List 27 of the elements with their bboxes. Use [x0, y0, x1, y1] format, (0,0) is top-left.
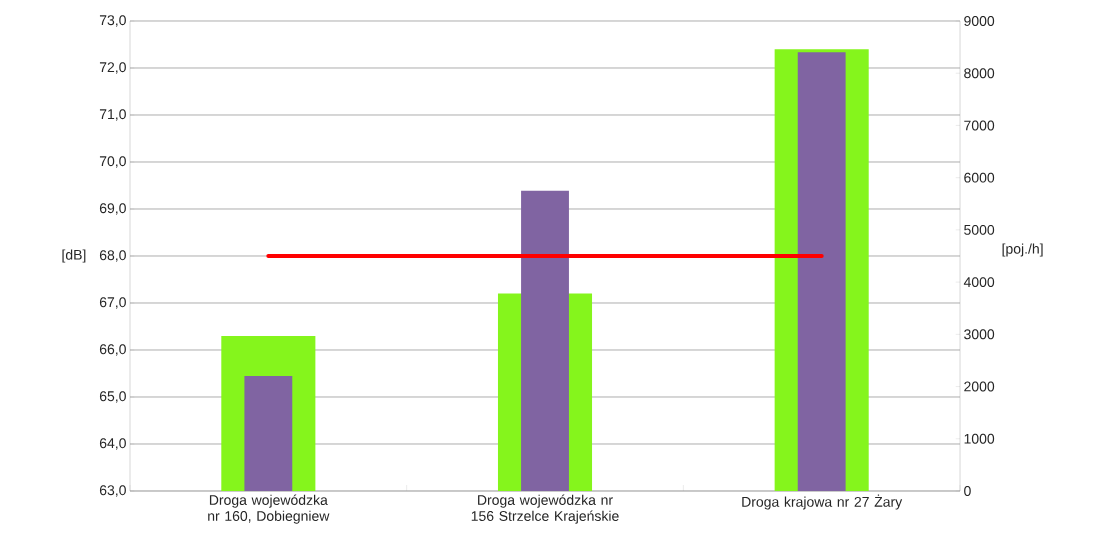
- y-tick-label: 66,0: [99, 344, 126, 356]
- x-tick-label: Droga wojewódzka nr 160, Dobiegniew: [208, 494, 330, 524]
- y-tick-label: 64,0: [99, 438, 126, 450]
- y2-tick-label: 8000: [964, 68, 995, 79]
- y2-tick-label: 3000: [964, 329, 995, 340]
- y-tick-label: 70,0: [99, 156, 126, 168]
- y-tick-label: 65,0: [99, 391, 126, 403]
- y2-tick-label: 7000: [964, 120, 995, 131]
- y-axis-title: [dB]: [62, 249, 86, 263]
- y-tick-label: 67,0: [99, 297, 126, 309]
- x-tick-label: Droga krajowa nr 27 Żary: [742, 494, 903, 510]
- y2-tick-label: 2000: [964, 381, 995, 392]
- y-tick-label: 73,0: [99, 15, 126, 27]
- y-tick-label: 71,0: [99, 109, 126, 121]
- y2-tick-label: 9000: [964, 16, 995, 26]
- x-tick-label: Droga wojewódzka nr 156 Strzelce Krajeńskie: [471, 494, 619, 524]
- y-tick-label: 69,0: [99, 203, 126, 215]
- y2-tick-label: 1000: [964, 433, 995, 444]
- y2-axis-title: [poj./h]: [1002, 243, 1043, 257]
- y2-tick-label: 4000: [963, 277, 995, 288]
- y-tick-label: 72,0: [99, 62, 126, 74]
- y2-tick-label: 5000: [964, 224, 995, 235]
- y2-tick-label: 0: [964, 486, 971, 496]
- y2-tick-label: 6000: [964, 172, 995, 183]
- y-tick-label: 68,0: [99, 250, 126, 262]
- y-tick-label: 63,0: [99, 485, 126, 497]
- bar: [244, 376, 293, 491]
